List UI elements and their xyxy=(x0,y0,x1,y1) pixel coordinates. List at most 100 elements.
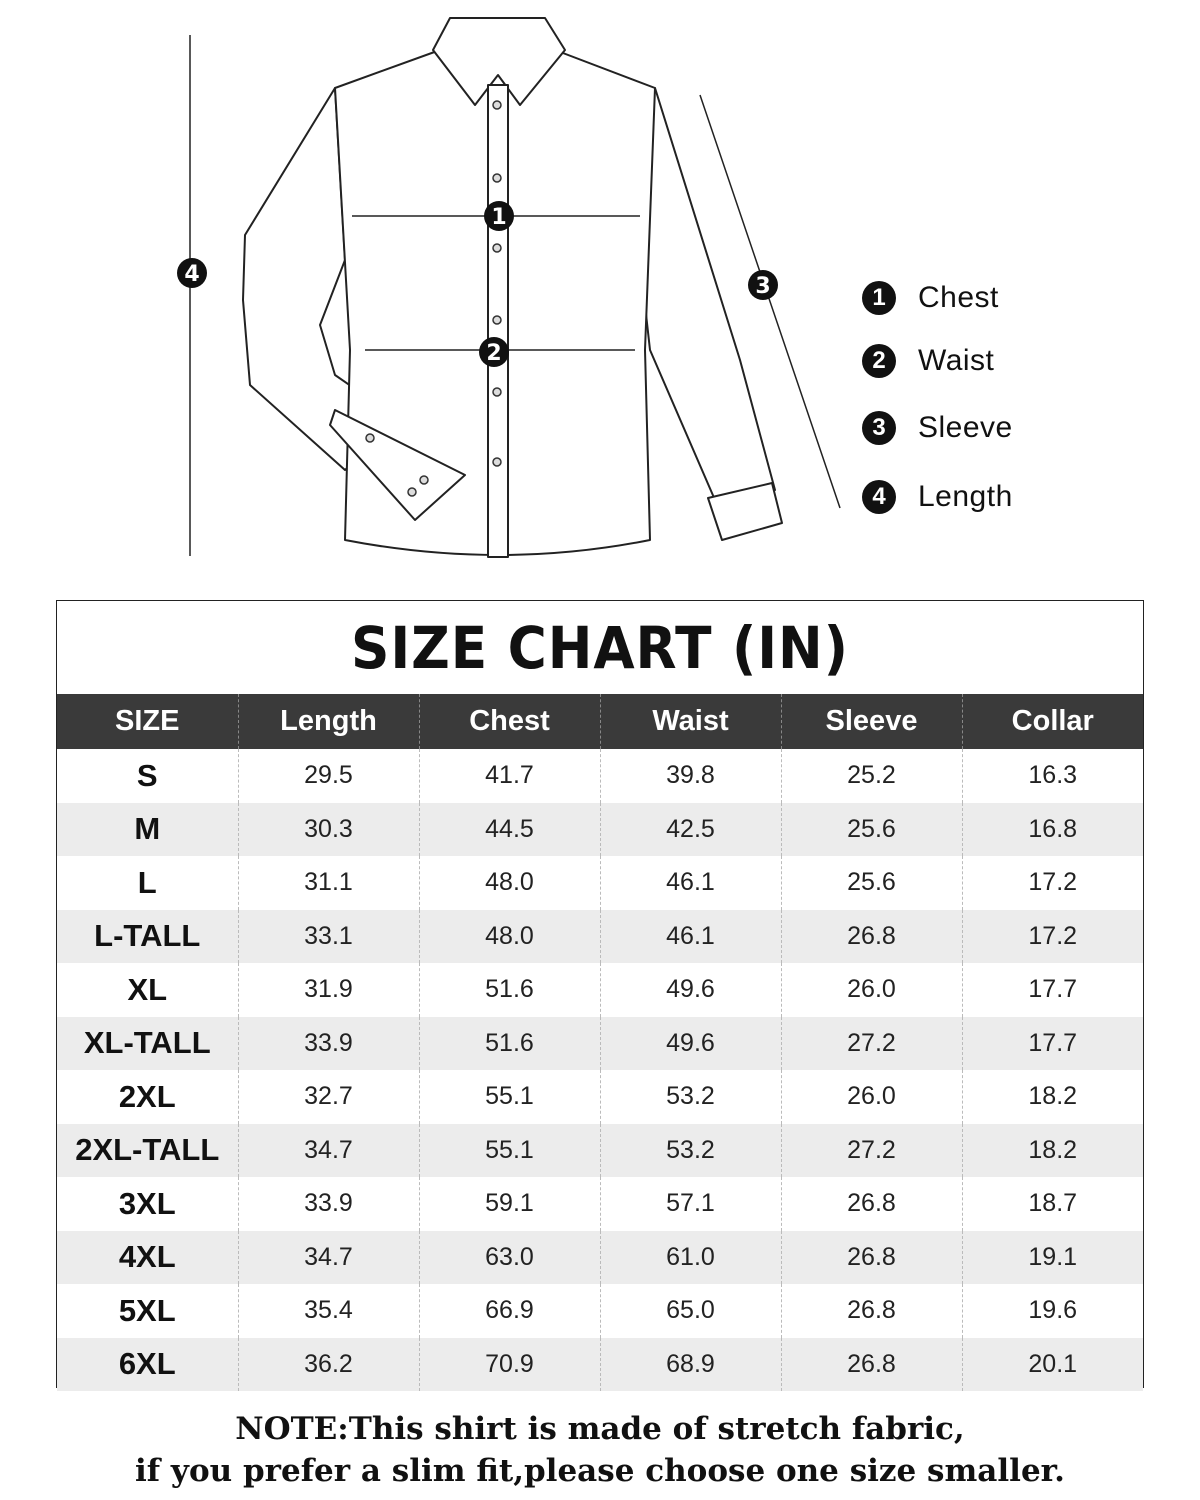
column-header: Collar xyxy=(961,694,1143,749)
legend-item-length: 4 Length xyxy=(862,480,1013,514)
value-cell: 68.9 xyxy=(599,1337,781,1391)
size-cell: M xyxy=(57,802,238,856)
value-cell: 19.6 xyxy=(961,1284,1143,1338)
value-cell: 44.5 xyxy=(418,802,600,856)
marker-waist: 2 xyxy=(479,337,509,367)
value-cell: 25.6 xyxy=(780,856,962,910)
size-cell: 3XL xyxy=(118,1185,176,1221)
value-cell: 33.1 xyxy=(237,909,419,963)
value-cell: 39.8 xyxy=(599,749,781,803)
column-header: Chest xyxy=(418,694,600,749)
value-cell: 36.2 xyxy=(237,1337,419,1391)
value-cell: 51.6 xyxy=(418,1016,600,1070)
value-cell: 63.0 xyxy=(418,1230,600,1284)
size-cell: XL-TALL xyxy=(57,1016,238,1070)
value-cell: 53.2 xyxy=(599,1123,781,1177)
value-cell: 26.0 xyxy=(780,963,962,1017)
legend-item-waist: 2 Waist xyxy=(862,344,994,378)
value-cell: 31.1 xyxy=(237,856,419,910)
value-cell: 17.2 xyxy=(961,909,1143,963)
value-cell: 26.8 xyxy=(780,1177,962,1231)
value-cell: 19.1 xyxy=(961,1230,1143,1284)
value-cell: 49.6 xyxy=(599,963,781,1017)
svg-text:4: 4 xyxy=(184,262,199,287)
value-cell: 33.9 xyxy=(237,1016,419,1070)
value-cell: 25.2 xyxy=(780,749,962,803)
marker-chest: 1 xyxy=(484,201,514,231)
value-cell: 65.0 xyxy=(599,1284,781,1338)
size-chart: SIZE CHART (IN) SIZE Length Chest Waist Slee… xyxy=(56,600,1144,1391)
value-cell: 55.1 xyxy=(418,1070,600,1124)
value-cell: 20.1 xyxy=(961,1337,1143,1391)
value-cell: 26.8 xyxy=(780,1337,962,1391)
value-cell: 59.1 xyxy=(418,1177,600,1231)
value-cell: 17.7 xyxy=(961,1016,1143,1070)
value-cell: 16.8 xyxy=(961,802,1143,856)
table-row: 4XL 34.7 63.0 61.0 26.8 19.1 xyxy=(57,1230,1143,1284)
size-cell: 6XL xyxy=(57,1337,238,1391)
table-row: XL 31.9 51.6 49.6 26.0 17.7 xyxy=(57,963,1143,1017)
value-cell: 61.0 xyxy=(599,1230,781,1284)
size-cell: L-TALL xyxy=(57,909,238,963)
value-cell: 26.0 xyxy=(780,1070,962,1124)
column-header: Waist xyxy=(599,694,781,749)
value-cell: 55.1 xyxy=(418,1123,600,1177)
value-cell: 57.1 xyxy=(599,1177,781,1231)
left-cuff xyxy=(329,409,466,521)
value-cell: 46.1 xyxy=(599,856,781,910)
value-cell: 18.2 xyxy=(961,1123,1143,1177)
note-line-1: NOTE:This shirt is made of stretch fabri… xyxy=(235,1411,965,1447)
shirt-diagram: 1 2 3 4 xyxy=(177,17,841,558)
column-header: Sleeve xyxy=(780,694,962,749)
right-cuff xyxy=(707,482,783,541)
column-header: Length xyxy=(237,694,419,749)
size-cell: S xyxy=(136,757,158,793)
size-cell: 4XL xyxy=(57,1230,238,1284)
table-row: S 29.5 41.7 39.8 25.2 16.3 xyxy=(57,749,1143,803)
value-cell: 30.3 xyxy=(237,802,419,856)
size-cell: XL xyxy=(127,971,168,1007)
note-line-2: if you prefer a slim fit,please choose o… xyxy=(135,1453,1065,1489)
svg-text:2: 2 xyxy=(486,341,501,366)
table-row: M 30.3 44.5 42.5 25.6 16.8 xyxy=(57,802,1143,856)
value-cell: 48.0 xyxy=(418,856,600,910)
table-row: 2XL-TALL 34.7 55.1 53.2 27.2 18.2 xyxy=(57,1123,1143,1177)
marker-length: 4 xyxy=(177,258,207,288)
legend-item-chest: 1 Chest xyxy=(862,281,999,315)
value-cell: 48.0 xyxy=(418,909,600,963)
column-header: SIZE xyxy=(57,694,238,749)
value-cell: 35.4 xyxy=(237,1284,419,1338)
size-cell: L xyxy=(137,864,157,900)
size-cell: 2XL-TALL xyxy=(57,1123,238,1177)
value-cell: 27.2 xyxy=(780,1016,962,1070)
size-chart-title: SIZE CHART (IN) xyxy=(351,613,849,682)
value-cell: 32.7 xyxy=(237,1070,419,1124)
value-cell: 26.8 xyxy=(780,909,962,963)
value-cell: 25.6 xyxy=(780,802,962,856)
svg-text:3: 3 xyxy=(755,274,770,299)
value-cell: 34.7 xyxy=(237,1230,419,1284)
value-cell: 70.9 xyxy=(418,1337,600,1391)
value-cell: 49.6 xyxy=(599,1016,781,1070)
value-cell: 53.2 xyxy=(599,1070,781,1124)
table-row: 5XL 35.4 66.9 65.0 26.8 19.6 xyxy=(57,1284,1143,1338)
value-cell: 31.9 xyxy=(237,963,419,1017)
note: NOTE:This shirt is made of stretch fabri… xyxy=(0,1408,1200,1492)
table-row: L 31.1 48.0 46.1 25.6 17.2 xyxy=(57,856,1143,910)
value-cell: 26.8 xyxy=(780,1230,962,1284)
value-cell: 46.1 xyxy=(599,909,781,963)
table-row: 2XL 32.7 55.1 53.2 26.0 18.2 xyxy=(57,1070,1143,1124)
value-cell: 33.9 xyxy=(237,1177,419,1231)
svg-text:1: 1 xyxy=(491,205,506,230)
value-cell: 16.3 xyxy=(961,749,1143,803)
table-row: 3XL 33.9 59.1 57.1 26.8 18.7 xyxy=(57,1177,1143,1231)
size-table: SIZE Length Chest Waist Sleeve Collar S 29.5 41… xyxy=(57,694,1143,1391)
value-cell: 18.7 xyxy=(961,1177,1143,1231)
value-cell: 66.9 xyxy=(418,1284,600,1338)
value-cell: 17.2 xyxy=(961,856,1143,910)
value-cell: 26.8 xyxy=(780,1284,962,1338)
size-cell: 5XL xyxy=(118,1292,176,1328)
table-row: XL-TALL 33.9 51.6 49.6 27.2 17.7 xyxy=(57,1016,1143,1070)
value-cell: 17.7 xyxy=(961,963,1143,1017)
table-row: 6XL 36.2 70.9 68.9 26.8 20.1 xyxy=(57,1337,1143,1391)
